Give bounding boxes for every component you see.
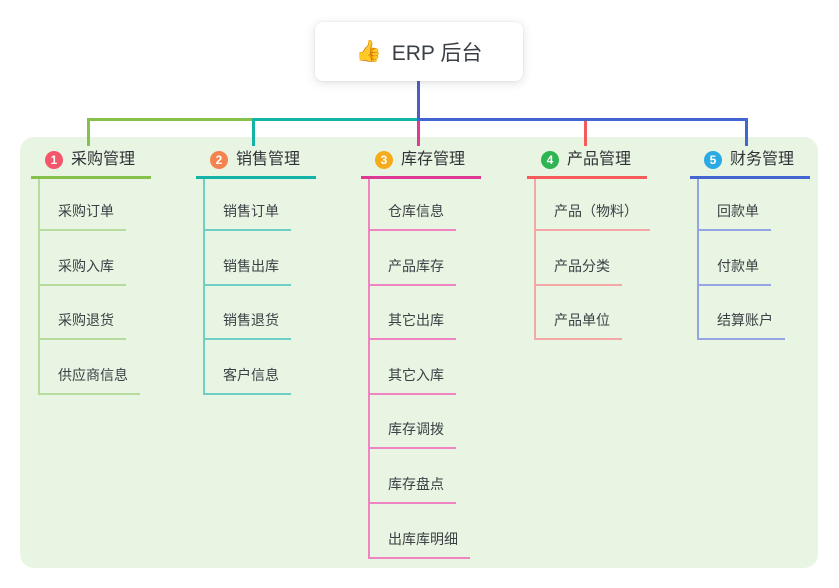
branch-3-item-4[interactable]: 其它入库 <box>368 365 456 395</box>
branch-3-item-2[interactable]: 产品库存 <box>368 256 456 286</box>
branch-4-item-1[interactable]: 产品（物料） <box>534 201 650 231</box>
branch-1-item-1[interactable]: 采购订单 <box>38 201 126 231</box>
branch-5-header[interactable]: 5 财务管理 <box>690 148 811 179</box>
branch-3-item-5[interactable]: 库存调拨 <box>368 419 456 450</box>
branch-3-item-6[interactable]: 库存盘点 <box>368 474 456 504</box>
branch-5-label: 财务管理 <box>730 151 795 168</box>
branch-2-item-4[interactable]: 客户信息 <box>203 365 291 395</box>
branch-2-badge: 2 <box>210 151 228 169</box>
thumbs-up-icon: 👍 <box>355 40 382 63</box>
branch-5-connector-line <box>417 118 748 121</box>
branch-5-item-1[interactable]: 回款单 <box>697 201 771 231</box>
branches-panel <box>20 137 818 568</box>
branch-3-item-1[interactable]: 仓库信息 <box>368 201 456 231</box>
branch-4-header[interactable]: 4 产品管理 <box>527 148 648 179</box>
branch-1-badge: 1 <box>45 151 63 169</box>
branch-2-connector-stub <box>251 121 255 146</box>
branch-3-label: 库存管理 <box>401 151 466 168</box>
branch-2-label: 销售管理 <box>236 151 301 168</box>
root-title: ERP 后台 <box>391 41 483 65</box>
branch-2-header[interactable]: 2 销售管理 <box>196 148 317 179</box>
root-node[interactable]: 👍 ERP 后台 <box>315 22 523 81</box>
branch-4-label: 产品管理 <box>567 151 632 168</box>
branch-3-subline <box>368 179 370 559</box>
branch-2-item-2[interactable]: 销售出库 <box>203 256 291 286</box>
branch-5-item-3[interactable]: 结算账户 <box>697 310 785 341</box>
branch-5-connector-stub <box>744 121 748 146</box>
branch-5-item-2[interactable]: 付款单 <box>697 256 771 286</box>
branch-2-connector-line <box>251 118 420 121</box>
branch-5-subline <box>697 179 699 341</box>
branch-4-subline <box>534 179 536 341</box>
branch-2-subline <box>203 179 205 395</box>
branch-3-header[interactable]: 3 库存管理 <box>361 148 482 179</box>
branch-2-item-1[interactable]: 销售订单 <box>203 201 291 231</box>
branch-3-connector-stub <box>416 121 420 146</box>
branch-3-item-3[interactable]: 其它出库 <box>368 310 456 341</box>
branch-1-label: 采购管理 <box>71 151 136 168</box>
branch-3-item-7[interactable]: 出库库明细 <box>368 529 470 559</box>
branch-4-badge: 4 <box>541 151 559 169</box>
branch-1-item-3[interactable]: 采购退货 <box>38 310 126 341</box>
branch-2-item-3[interactable]: 销售退货 <box>203 310 291 341</box>
branch-4-item-2[interactable]: 产品分类 <box>534 256 622 286</box>
branch-3-badge: 3 <box>375 151 393 169</box>
branch-4-item-3[interactable]: 产品单位 <box>534 310 622 341</box>
branch-4-connector-stub <box>583 121 587 146</box>
branch-1-header[interactable]: 1 采购管理 <box>31 148 152 179</box>
branch-1-connector-stub <box>86 121 90 146</box>
root-connector-line <box>417 81 420 121</box>
branch-1-item-2[interactable]: 采购入库 <box>38 256 126 286</box>
branch-1-subline <box>38 179 40 395</box>
branch-5-badge: 5 <box>704 151 722 169</box>
branch-1-item-4[interactable]: 供应商信息 <box>38 365 140 395</box>
